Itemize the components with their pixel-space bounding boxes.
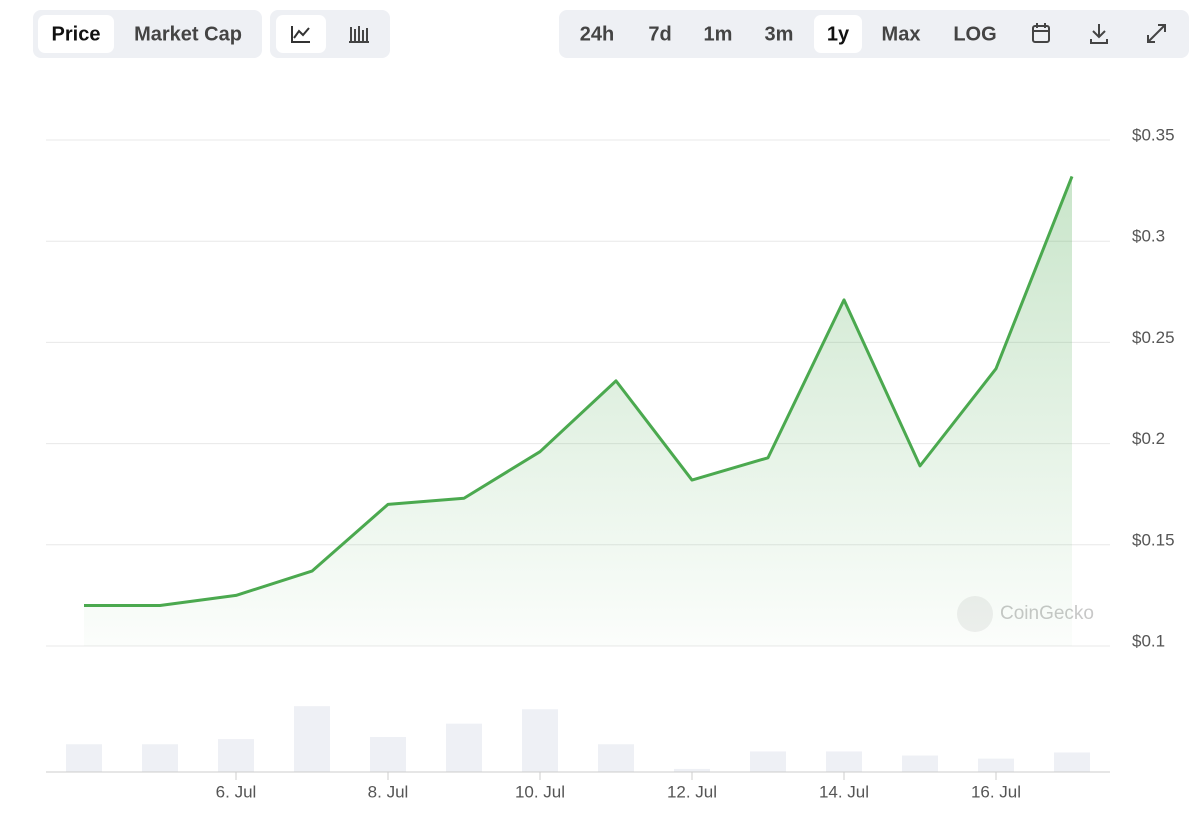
calendar-icon-detail bbox=[1033, 23, 1049, 32]
x-tick-label: 16. Jul bbox=[971, 782, 1021, 801]
area bbox=[84, 176, 1072, 646]
metric-button[interactable]: Market Cap bbox=[134, 23, 242, 45]
volume-bar bbox=[598, 744, 634, 772]
volume-bar bbox=[66, 744, 102, 772]
range-button[interactable]: 1y bbox=[827, 23, 850, 45]
x-tick-label: 10. Jul bbox=[515, 782, 565, 801]
x-tick-label: 6. Jul bbox=[216, 782, 257, 801]
volume-bar bbox=[294, 706, 330, 772]
range-button[interactable]: 24h bbox=[580, 23, 614, 45]
volume-bar bbox=[902, 755, 938, 772]
volume-bar bbox=[750, 751, 786, 772]
expand-icon[interactable] bbox=[1147, 24, 1166, 43]
volume-bar bbox=[142, 744, 178, 772]
y-tick-label: $0.35 bbox=[1132, 125, 1175, 144]
range-button[interactable]: 7d bbox=[648, 23, 671, 45]
range-group bbox=[559, 10, 1189, 58]
range-button[interactable]: Max bbox=[882, 23, 921, 45]
range-button[interactable]: 3m bbox=[765, 23, 794, 45]
volume-bar bbox=[978, 758, 1014, 772]
metric-button[interactable]: Price bbox=[52, 23, 101, 45]
candle-icon[interactable] bbox=[349, 26, 369, 43]
range-button[interactable]: LOG bbox=[953, 23, 996, 45]
volume-bar bbox=[446, 723, 482, 772]
x-tick-label: 8. Jul bbox=[368, 782, 409, 801]
volume-bar bbox=[218, 739, 254, 772]
x-tick-label: 12. Jul bbox=[667, 782, 717, 801]
price-line bbox=[84, 175, 1074, 608]
y-tick-label: $0.2 bbox=[1132, 429, 1165, 448]
x-tick-label: 14. Jul bbox=[819, 782, 869, 801]
download-icon[interactable] bbox=[1090, 24, 1108, 44]
metric-button-bg bbox=[38, 15, 114, 53]
volume-bar bbox=[826, 751, 862, 772]
y-tick-label: $0.1 bbox=[1132, 631, 1165, 650]
y-tick-label: $0.3 bbox=[1132, 227, 1165, 246]
volume-bar bbox=[674, 768, 710, 772]
volume-bar bbox=[522, 709, 558, 772]
calendar-icon[interactable] bbox=[1032, 25, 1050, 43]
line-icon bbox=[291, 26, 310, 43]
y-tick-label: $0.15 bbox=[1132, 530, 1175, 549]
range-button-bg bbox=[814, 15, 862, 53]
volume-bar bbox=[1054, 752, 1090, 772]
y-tick-label: $0.25 bbox=[1132, 328, 1175, 347]
range-button[interactable]: 1m bbox=[704, 23, 733, 45]
volume-bar bbox=[370, 737, 406, 772]
